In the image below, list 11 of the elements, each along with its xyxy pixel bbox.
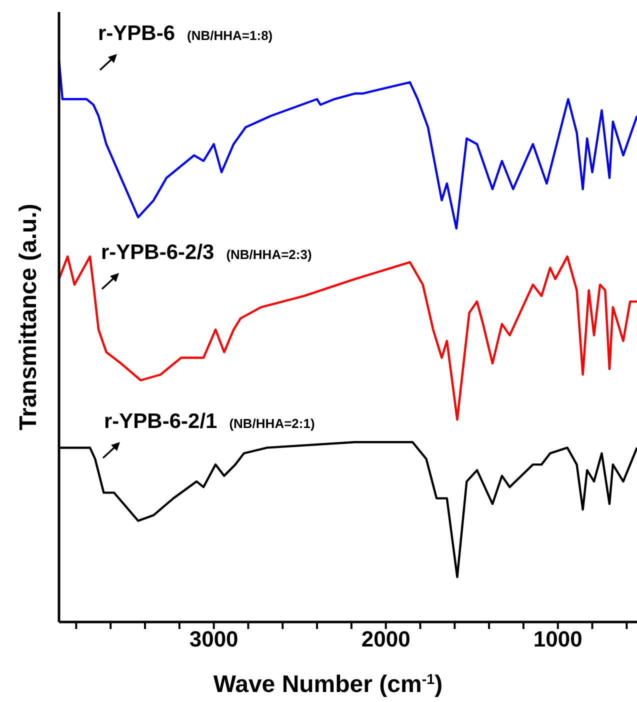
series-label: r-YPB-6 <box>98 22 176 45</box>
x-tick-label: 2000 <box>361 626 410 652</box>
x-tick-label: 3000 <box>189 626 238 652</box>
annotation: (NB/HHA=2:3) <box>226 247 312 262</box>
series-label: r-YPB-6-2/1 <box>104 410 218 433</box>
y-axis-title: Transmittance (a.u.) <box>15 204 42 430</box>
x-tick-label: 1000 <box>533 626 582 652</box>
series-label: r-YPB-6-2/3 <box>101 241 214 264</box>
text: (NB/HHA=1:8) <box>187 28 273 43</box>
x-axis-title: Wave Number (cm$^{-1}$) <box>213 671 443 698</box>
annotation: (NB/HHA=2:1) <box>229 416 315 431</box>
